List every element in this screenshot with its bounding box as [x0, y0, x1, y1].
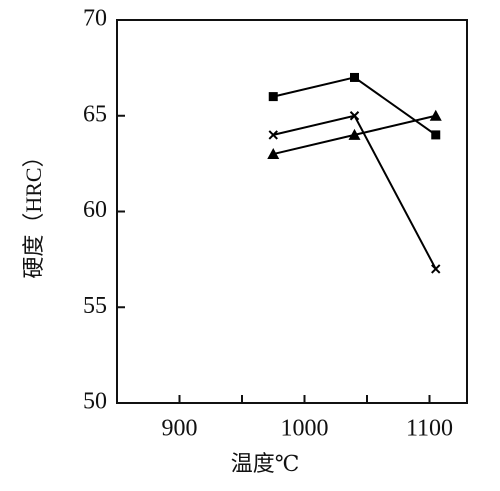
marker	[429, 109, 442, 121]
x-tick-label: 900	[162, 416, 198, 442]
y-tick-label: 60	[83, 197, 107, 223]
marker	[268, 92, 278, 102]
y-axis-label: 硬度（HRC）	[21, 145, 46, 278]
series-line	[273, 76, 437, 136]
marker	[350, 72, 359, 82]
plot-frame	[116, 19, 468, 404]
y-tick-label: 65	[83, 101, 107, 127]
x-tick-label: 1000	[281, 416, 329, 442]
marker	[268, 130, 278, 140]
x-axis-label: 温度℃	[231, 451, 300, 476]
marker	[267, 148, 280, 160]
marker	[349, 111, 360, 121]
marker	[431, 264, 441, 274]
x-tick-label: 1100	[406, 416, 453, 442]
marker	[348, 128, 361, 140]
marker	[431, 130, 441, 140]
y-tick-label: 70	[83, 6, 107, 32]
y-tick-label: 55	[83, 293, 107, 319]
y-tick-label: 50	[83, 389, 107, 415]
